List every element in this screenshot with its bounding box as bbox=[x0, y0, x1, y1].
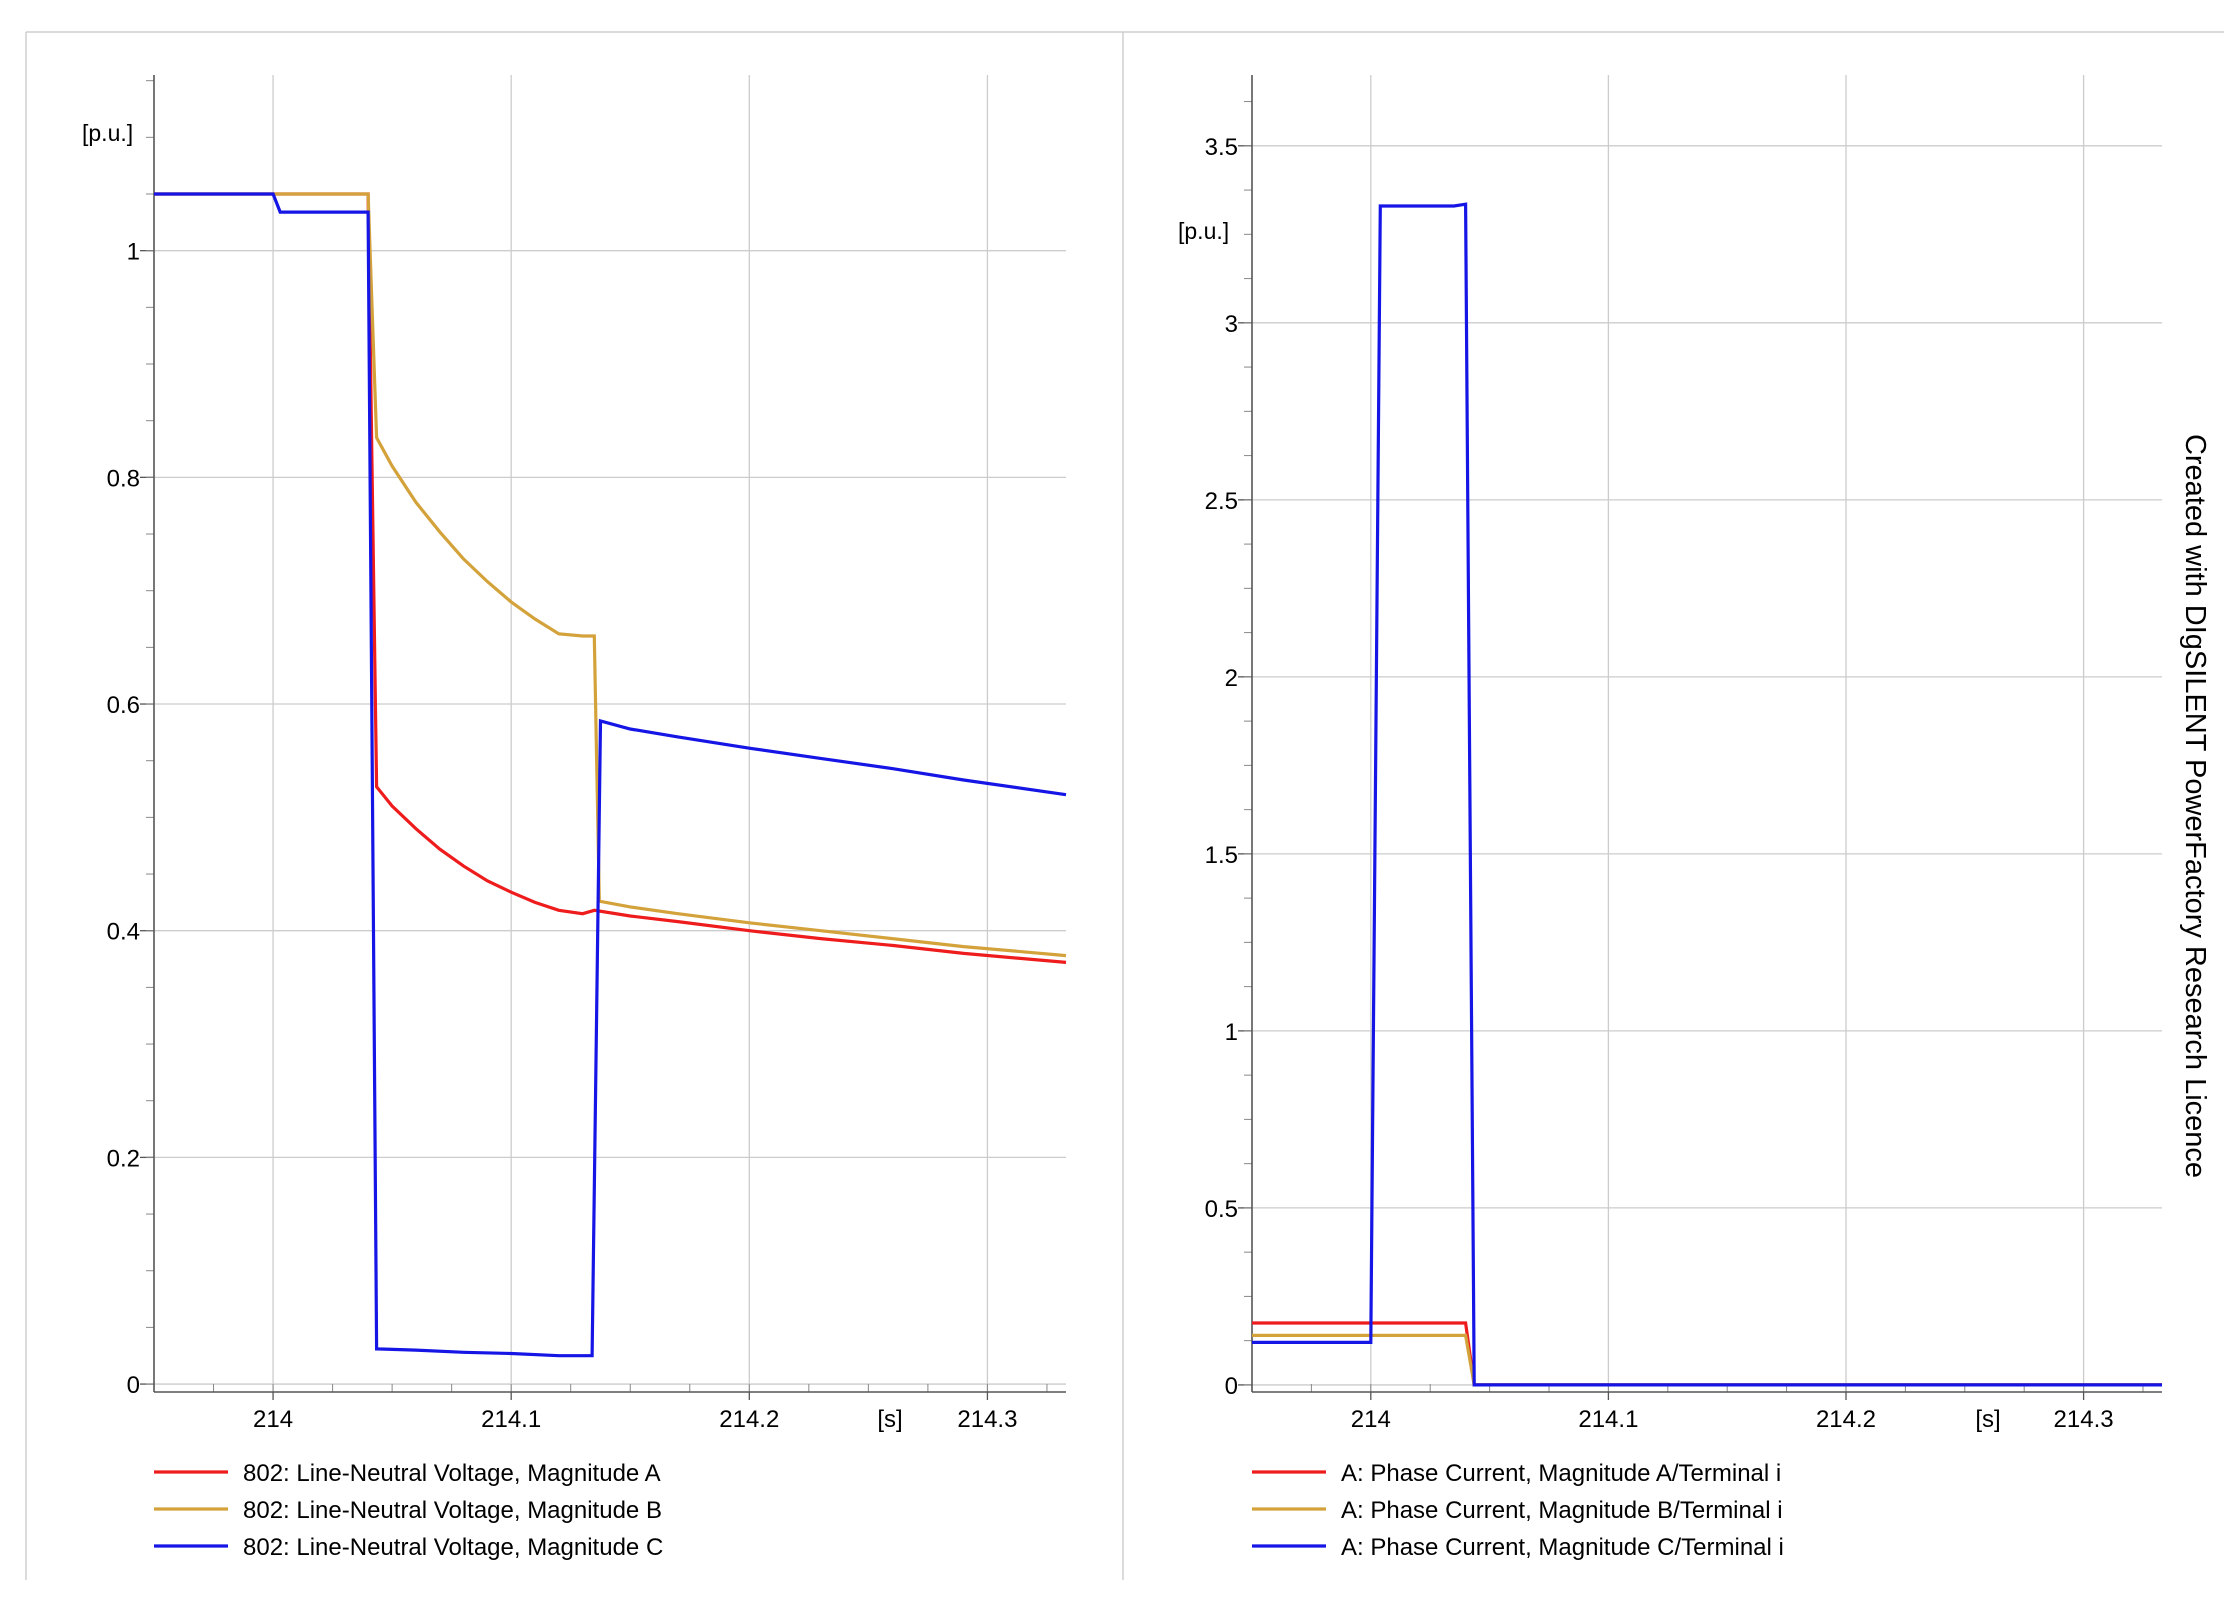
x-tick-label: 214 bbox=[1351, 1406, 1391, 1433]
x-tick-label: 214.2 bbox=[719, 1406, 779, 1433]
page-frame bbox=[25, 31, 2224, 1580]
series-line-3 bbox=[1252, 202, 2162, 1387]
current-chart: 0 0.5 1 1.5 2 2.5 3 3.5 214 214.1 214.2 214.3 [p.u.]… bbox=[1178, 75, 2162, 1561]
y-tick-label: 0 bbox=[1225, 1373, 1238, 1400]
x-tick-label: 214.1 bbox=[1578, 1406, 1638, 1433]
x-unit-label: [s] bbox=[1975, 1406, 2000, 1433]
legend-label-3: 802: Line-Neutral Voltage, Magnitude C bbox=[243, 1534, 663, 1561]
series-line-1 bbox=[154, 192, 1067, 964]
series-line-3 bbox=[154, 192, 1067, 1358]
y-unit-label: [p.u.] bbox=[82, 120, 133, 146]
series-line-1 bbox=[1252, 1321, 2162, 1387]
y-tick-label: 1 bbox=[1225, 1019, 1238, 1046]
y-tick-label: 1.5 bbox=[1205, 842, 1238, 869]
voltage-chart: 0 0.2 0.4 0.6 0.8 1 214 214.1 214.2 214.3 [p.u.] [s… bbox=[82, 75, 1067, 1561]
legend-label-1: A: Phase Current, Magnitude A/Terminal i bbox=[1341, 1460, 1781, 1487]
legend-label-2: 802: Line-Neutral Voltage, Magnitude B bbox=[243, 1497, 662, 1524]
y-tick-label: 0.8 bbox=[107, 465, 140, 492]
x-tick-label: 214.2 bbox=[1816, 1406, 1876, 1433]
y-tick-label: 0 bbox=[127, 1372, 140, 1399]
y-tick-label: 0.5 bbox=[1205, 1196, 1238, 1223]
series-line-2 bbox=[154, 192, 1067, 958]
y-tick-label: 3 bbox=[1225, 311, 1238, 338]
x-unit-label: [s] bbox=[877, 1406, 902, 1433]
x-tick-label: 214.1 bbox=[481, 1406, 541, 1433]
series-line-2 bbox=[1252, 1333, 2162, 1387]
watermark-text: Created with DIgSILENT PowerFactory Rese… bbox=[2179, 434, 2211, 1178]
y-tick-label: 0.6 bbox=[107, 692, 140, 719]
y-tick-label: 2.5 bbox=[1205, 488, 1238, 515]
y-unit-label: [p.u.] bbox=[1178, 218, 1229, 244]
y-tick-label: 0.2 bbox=[107, 1145, 140, 1172]
x-tick-label: 214.3 bbox=[957, 1406, 1017, 1433]
y-tick-label: 2 bbox=[1225, 665, 1238, 692]
legend-label-3: A: Phase Current, Magnitude C/Terminal i bbox=[1341, 1534, 1784, 1561]
y-tick-label: 3.5 bbox=[1205, 134, 1238, 161]
y-tick-label: 0.4 bbox=[107, 919, 140, 946]
legend-label-2: A: Phase Current, Magnitude B/Terminal i bbox=[1341, 1497, 1783, 1524]
y-tick-label: 1 bbox=[127, 239, 140, 266]
legend-label-1: 802: Line-Neutral Voltage, Magnitude A bbox=[243, 1460, 661, 1487]
x-tick-label: 214.3 bbox=[2054, 1406, 2114, 1433]
x-tick-label: 214 bbox=[253, 1406, 293, 1433]
